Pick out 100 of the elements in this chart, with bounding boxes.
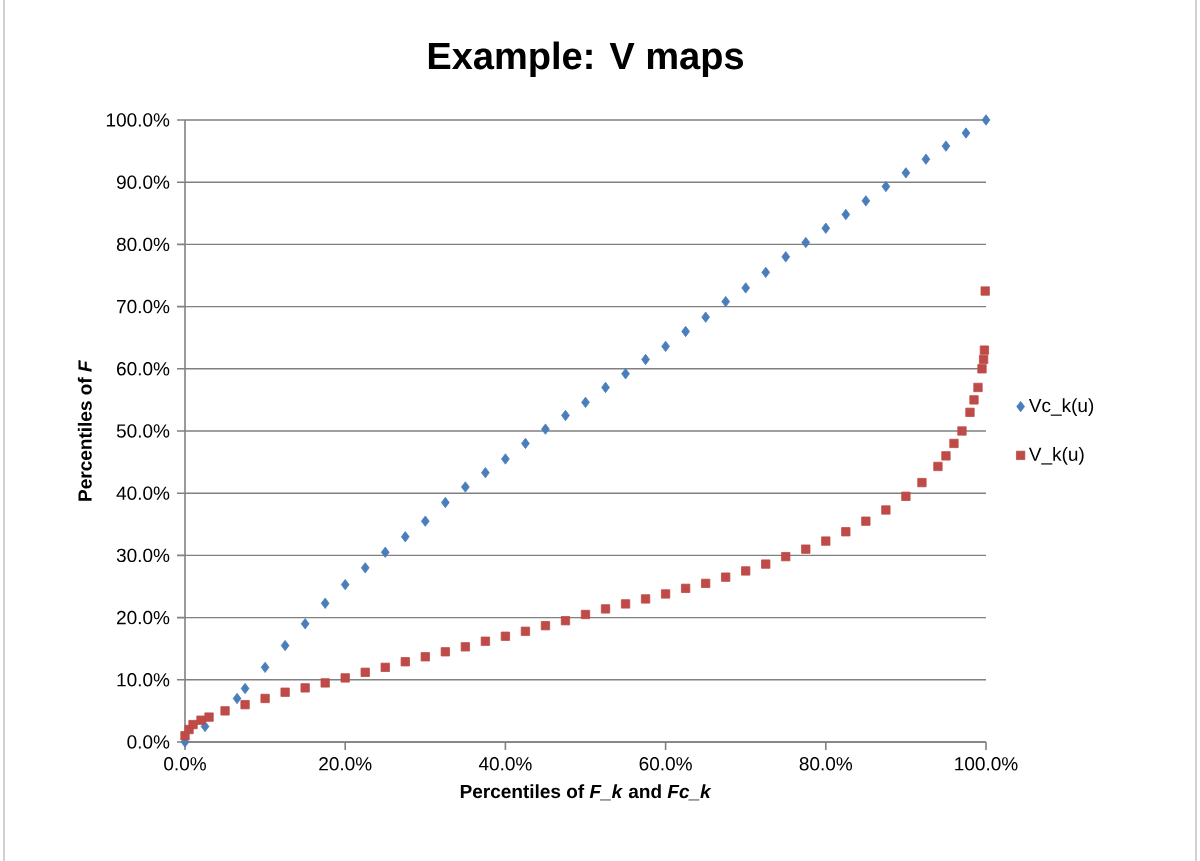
point — [300, 618, 310, 630]
point — [979, 345, 989, 355]
point — [380, 546, 390, 558]
point — [980, 286, 990, 296]
legend-label: V_k(u) — [1028, 446, 1084, 465]
point — [917, 478, 927, 488]
point — [280, 639, 290, 652]
point — [421, 515, 430, 527]
point — [260, 693, 270, 704]
point — [280, 687, 290, 697]
point — [801, 236, 811, 249]
point — [240, 682, 250, 695]
point — [841, 208, 851, 221]
point — [240, 700, 250, 710]
y-tick-label: 20.0% — [117, 610, 170, 625]
y-tick-label: 90.0% — [116, 175, 170, 189]
point — [761, 266, 771, 278]
y-tick-label: 30.0% — [116, 548, 170, 563]
y-tick-label: 80.0% — [116, 237, 170, 252]
point — [861, 516, 871, 526]
point — [420, 652, 430, 662]
point — [300, 683, 310, 693]
point — [461, 481, 470, 493]
y-tick-label: 100.0% — [106, 113, 170, 127]
x-tick-label: 100.0% — [955, 757, 1018, 771]
point — [881, 180, 891, 193]
point — [360, 667, 370, 677]
x-axis-title: Percentiles of F_k and Fc_k — [460, 784, 712, 801]
point — [981, 114, 991, 126]
point — [260, 661, 270, 673]
point — [701, 311, 710, 323]
point — [620, 599, 631, 609]
point — [380, 662, 390, 672]
point — [901, 491, 911, 501]
y-axis-title: Percentiles of F — [77, 360, 92, 501]
point — [661, 340, 670, 352]
point — [232, 692, 242, 705]
y-tick-label: 70.0% — [117, 299, 170, 314]
point — [480, 636, 490, 646]
point — [821, 222, 831, 234]
point — [520, 626, 531, 636]
point — [360, 562, 370, 574]
point — [921, 153, 931, 165]
point — [681, 583, 691, 593]
point — [861, 195, 871, 207]
point — [941, 451, 951, 461]
y-tick-label: 10.0% — [117, 673, 170, 687]
point — [540, 621, 551, 631]
x-tick-label: 20.0% — [319, 757, 372, 771]
point — [188, 719, 198, 730]
y-tick-label: 40.0% — [116, 486, 170, 500]
point — [761, 559, 771, 569]
point — [400, 657, 410, 667]
point — [721, 572, 731, 582]
point — [969, 395, 979, 405]
point — [400, 531, 410, 543]
point — [977, 364, 987, 374]
point — [979, 354, 989, 365]
point — [196, 715, 206, 725]
x-tick-label: 40.0% — [478, 757, 532, 771]
point — [821, 536, 831, 546]
point — [340, 579, 350, 591]
point — [640, 594, 651, 604]
point — [460, 642, 470, 652]
point — [901, 167, 911, 179]
x-tick-label: 60.0% — [639, 757, 692, 771]
point — [741, 566, 751, 576]
x-tick-label: 80.0% — [799, 757, 853, 771]
point — [781, 251, 791, 263]
point — [941, 140, 951, 152]
point — [881, 505, 891, 515]
point — [501, 453, 510, 465]
point — [621, 368, 630, 380]
point — [957, 426, 967, 436]
y-tick-label: 60.0% — [117, 362, 170, 376]
point — [965, 407, 975, 417]
point — [500, 631, 511, 641]
point — [841, 527, 851, 537]
point — [220, 706, 230, 716]
point — [320, 597, 330, 609]
point — [701, 578, 711, 588]
point — [560, 616, 571, 626]
point — [340, 673, 350, 683]
point — [973, 382, 983, 393]
point — [801, 544, 811, 554]
y-tick-label: 50.0% — [116, 424, 170, 438]
chart-title: Example: V maps — [428, 41, 744, 77]
point — [721, 296, 730, 308]
point — [661, 589, 671, 599]
point — [781, 552, 791, 562]
point — [961, 127, 971, 139]
y-tick-label: 0.0% — [127, 735, 170, 749]
point — [580, 609, 591, 620]
x-tick-label: 0.0% — [164, 757, 206, 771]
point — [541, 423, 550, 435]
point — [933, 461, 943, 472]
point — [481, 467, 490, 479]
legend-label: Vc_k(u) — [1028, 398, 1094, 416]
point — [581, 396, 590, 408]
point — [320, 678, 330, 688]
